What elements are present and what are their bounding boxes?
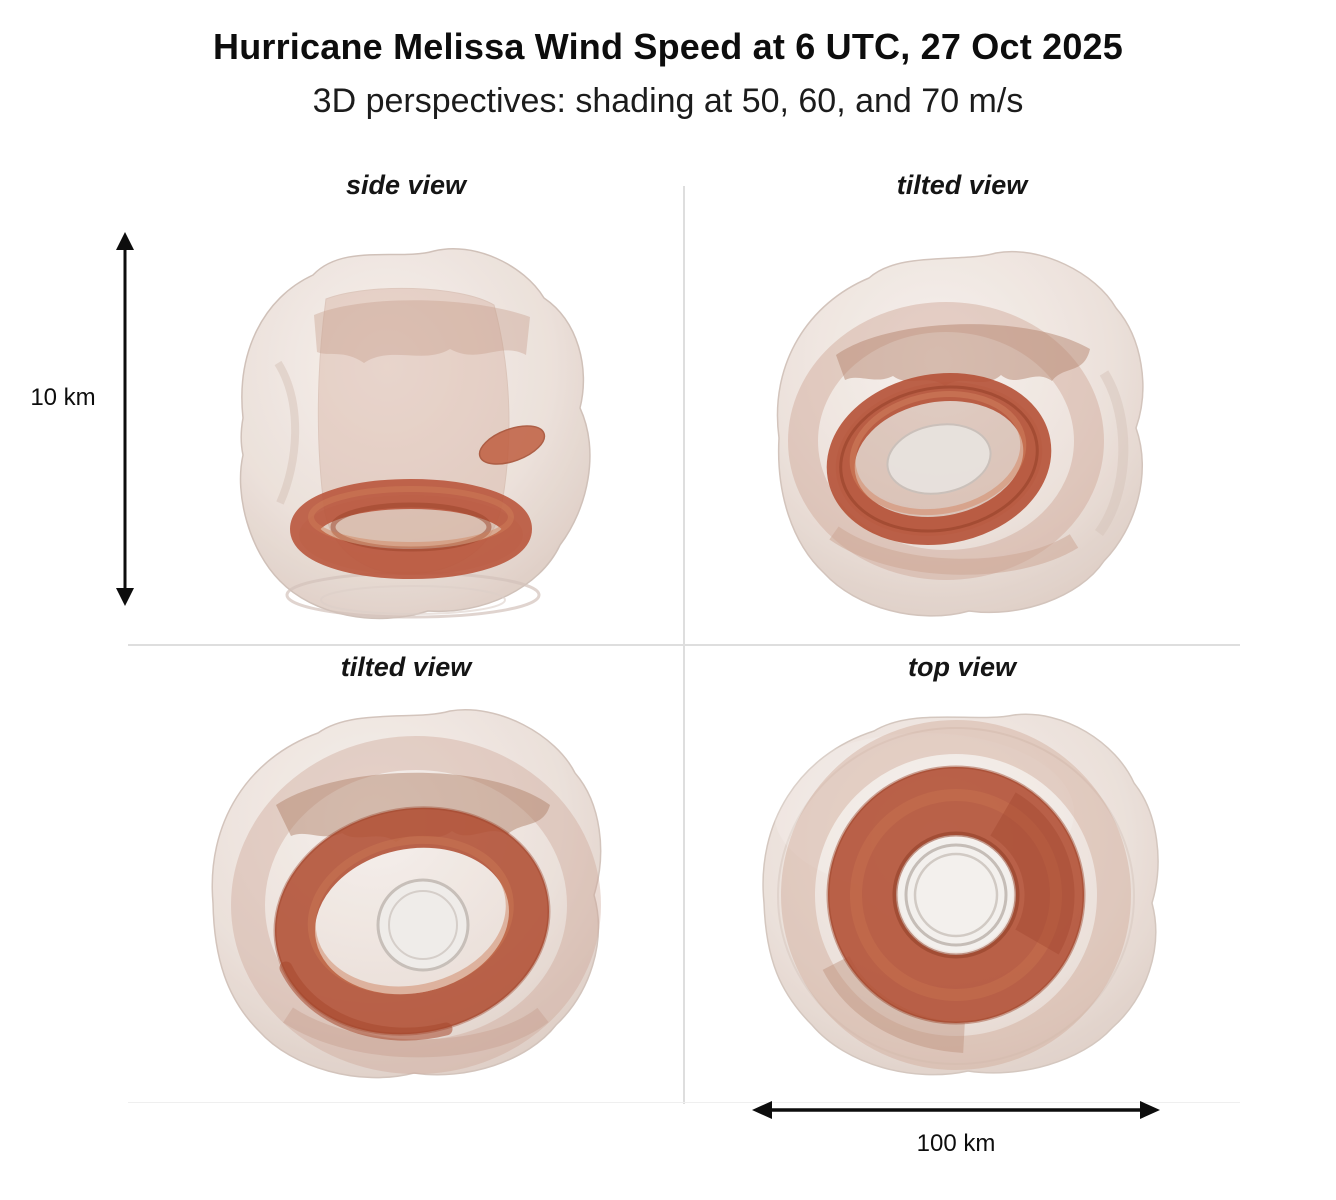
grid-divider-horizontal [128, 644, 1240, 646]
isosurface-70ms [826, 765, 1086, 1025]
panel-label-top-view: top view [907, 652, 1016, 682]
top-view-isosurface-rendering [762, 713, 1159, 1076]
isosurface-60ms [788, 302, 1104, 580]
figure-subtitle: 3D perspectives: shading at 50, 60, and … [312, 82, 1024, 120]
panel-side-view [128, 185, 684, 645]
figure-title: Hurricane Melissa Wind Speed at 6 UTC, 2… [213, 26, 1123, 67]
horizontal-scale-arrow [752, 1101, 1160, 1119]
tilted-view-isosurface-rendering-2 [211, 709, 602, 1079]
panel-top-view [684, 645, 1240, 1105]
panel-tilted-view-1 [684, 185, 1240, 645]
horizontal-scale-label: 100 km [916, 1130, 996, 1157]
isosurface-70ms [273, 806, 551, 1041]
panel-label-tilted-view-2: tilted view [340, 652, 472, 682]
vertical-scale-label: 10 km [30, 384, 96, 411]
isosurface-60ms [781, 720, 1131, 1070]
tilted-view-isosurface-rendering-1 [776, 251, 1144, 617]
isosurface-70ms [826, 372, 1052, 546]
side-view-isosurface-rendering [239, 247, 591, 620]
isosurface-70ms [290, 425, 546, 579]
hurricane-eye [899, 838, 1013, 952]
grid-divider-bottom [128, 1102, 1240, 1103]
panel-label-side-view: side view [345, 170, 467, 200]
vertical-scale-arrow [116, 232, 134, 606]
panel-tilted-view-2 [128, 645, 684, 1105]
panel-label-tilted-view-1: tilted view [896, 170, 1028, 200]
